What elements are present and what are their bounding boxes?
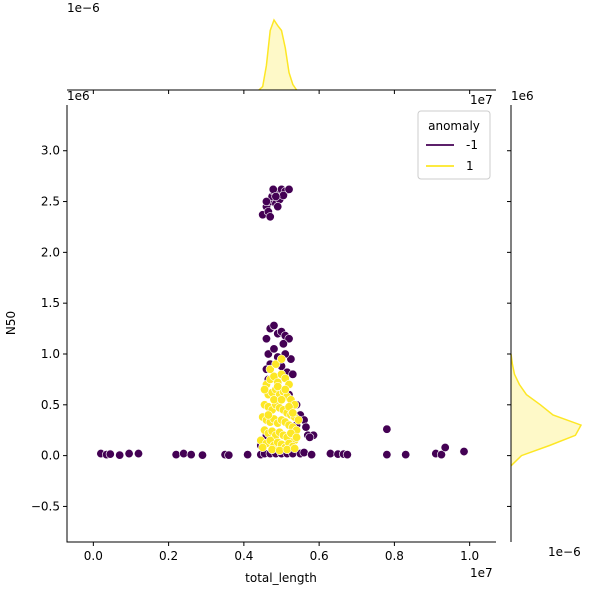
point-anomaly-1 [271, 359, 281, 369]
y-tick-label: 2.0 [41, 245, 60, 259]
top-marginal: 1e−6 [67, 1, 496, 94]
point-anomaly-neg1 [459, 447, 469, 457]
point-anomaly-neg1 [171, 450, 181, 460]
top-axis-offset-text: 1e7 [470, 93, 493, 107]
point-anomaly-neg1 [307, 450, 317, 460]
point-anomaly-neg1 [284, 184, 294, 194]
point-anomaly-1 [280, 385, 290, 395]
point-anomaly-neg1 [179, 449, 189, 459]
y-tick-label: −0.5 [31, 499, 60, 513]
point-anomaly-neg1 [342, 450, 352, 460]
point-anomaly-neg1 [286, 354, 296, 364]
point-anomaly-neg1 [263, 349, 273, 359]
legend-label-1: 1 [466, 159, 474, 173]
x-axis: 0.0 0.2 0.4 0.6 0.8 1.0 [84, 542, 479, 563]
x-tick-label: 0.2 [159, 549, 178, 563]
point-anomaly-neg1 [382, 424, 392, 434]
point-anomaly-neg1 [261, 334, 271, 344]
legend-label-neg1: -1 [466, 138, 478, 152]
point-anomaly-neg1 [301, 422, 311, 432]
point-anomaly-neg1 [401, 450, 411, 460]
y-tick-label: 3.0 [41, 144, 60, 158]
point-anomaly-1 [260, 385, 270, 395]
x-offset-text: 1e7 [470, 566, 493, 580]
point-anomaly-neg1 [197, 450, 207, 460]
y-tick-label: 0.5 [41, 398, 60, 412]
point-anomaly-1 [269, 395, 279, 405]
right-marginal: 1e−6 [507, 105, 583, 559]
x-tick-label: 0.8 [385, 549, 404, 563]
point-anomaly-neg1 [224, 450, 234, 460]
plot-spines [66, 105, 496, 543]
x-axis-label: total_length [245, 571, 317, 585]
scatter-points [96, 184, 469, 460]
point-anomaly-neg1 [284, 334, 294, 344]
point-anomaly-1 [267, 445, 277, 455]
point-anomaly-1 [276, 354, 286, 364]
point-anomaly-neg1 [186, 450, 196, 460]
legend-title: anomaly [428, 119, 480, 133]
y-axis: −0.5 0.0 0.5 1.0 1.5 2.0 2.5 3.0 [31, 144, 67, 513]
point-anomaly-neg1 [278, 190, 288, 200]
point-anomaly-1 [263, 410, 273, 420]
marginal-y-offset-text: 1e−6 [548, 545, 581, 559]
point-anomaly-1 [290, 444, 300, 454]
marginal-y-ticks [507, 150, 511, 507]
point-anomaly-1 [275, 446, 285, 456]
point-anomaly-neg1 [265, 212, 275, 222]
point-anomaly-1 [293, 415, 303, 425]
point-anomaly-1 [265, 364, 275, 374]
x-tick-label: 0.6 [310, 549, 329, 563]
point-anomaly-neg1 [115, 450, 125, 460]
x-tick-label: 1.0 [460, 549, 479, 563]
point-anomaly-neg1 [243, 450, 253, 460]
legend: anomaly -1 1 [417, 110, 491, 180]
point-anomaly-neg1 [325, 449, 335, 459]
point-anomaly-neg1 [269, 344, 279, 354]
y-tick-label: 0.0 [41, 449, 60, 463]
right-axis-offset-text: 1e6 [511, 89, 534, 103]
point-anomaly-neg1 [273, 202, 283, 212]
point-anomaly-neg1 [124, 449, 134, 459]
point-anomaly-neg1 [271, 191, 281, 201]
point-anomaly-neg1 [440, 442, 450, 452]
y-tick-label: 1.5 [41, 296, 60, 310]
point-anomaly-1 [276, 395, 286, 405]
point-anomaly-neg1 [134, 449, 144, 459]
point-anomaly-neg1 [299, 448, 309, 458]
x-tick-label: 0.4 [234, 549, 253, 563]
marginal-x-ticks [92, 90, 471, 94]
marginal-x-density-line [258, 18, 298, 91]
point-anomaly-1 [288, 408, 298, 418]
y-axis-label: N50 [4, 311, 18, 335]
main-plot: 0.0 0.2 0.4 0.6 0.8 1.0 −0.5 0.0 0.5 1.0 1.5 2.0 2.… [4, 89, 534, 585]
point-anomaly-neg1 [436, 450, 446, 460]
point-anomaly-neg1 [305, 432, 315, 442]
point-anomaly-1 [282, 445, 292, 455]
point-anomaly-1 [273, 382, 283, 392]
point-anomaly-neg1 [261, 197, 271, 207]
y-tick-label: 1.0 [41, 347, 60, 361]
point-anomaly-neg1 [382, 450, 392, 460]
point-anomaly-neg1 [105, 449, 115, 459]
x-tick-label: 0.0 [84, 549, 103, 563]
point-anomaly-1 [258, 442, 268, 452]
point-anomaly-neg1 [269, 321, 279, 331]
marginal-x-density-area [258, 20, 297, 90]
point-anomaly-neg1 [278, 339, 288, 349]
y-tick-label: 2.5 [41, 195, 60, 209]
point-anomaly-1 [292, 432, 302, 442]
marginal-y-density-line [510, 353, 583, 467]
y-offset-text: 1e6 [67, 89, 90, 103]
point-anomaly-neg1 [288, 369, 298, 379]
marginal-x-offset-text: 1e−6 [67, 1, 100, 15]
